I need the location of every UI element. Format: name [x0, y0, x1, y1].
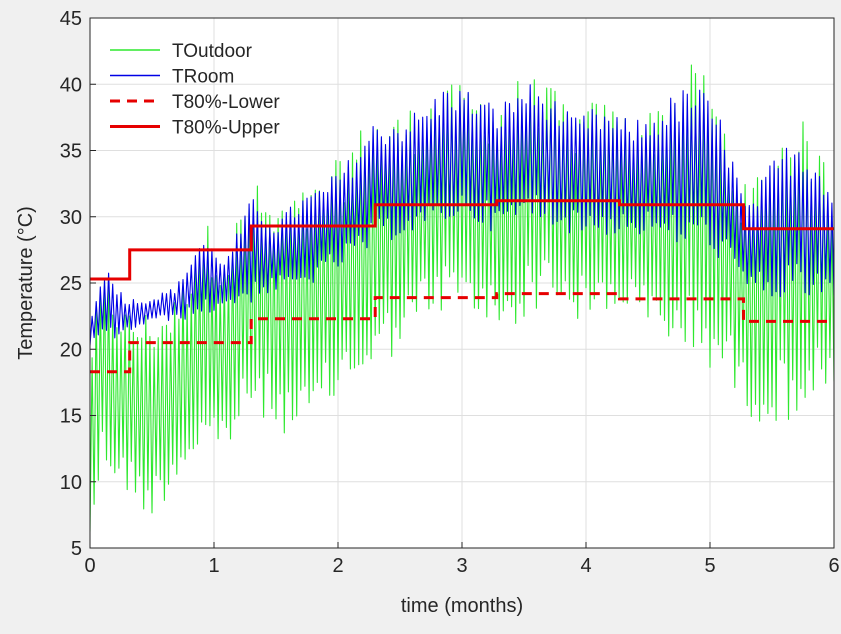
y-tick-label: 35 [60, 141, 82, 163]
series-line-t80-lower [90, 292, 834, 374]
series-line-t80-upper [90, 199, 834, 281]
y-tick-label: 25 [60, 273, 82, 295]
x-tick-label: 2 [332, 555, 343, 577]
legend: TOutdoor TRoom T80%-Lower T80%-Upper [110, 41, 280, 139]
legend-label: TOutdoor [172, 41, 253, 62]
series-layer [90, 64, 834, 532]
x-tick-label: 6 [828, 555, 839, 577]
y-tick-label: 5 [71, 538, 82, 560]
series-line-troom [90, 84, 834, 346]
series-line-toutdoor [90, 64, 834, 532]
x-tick-label: 1 [208, 555, 219, 577]
x-axis-label: time (months) [401, 595, 523, 617]
y-tick-label: 10 [60, 472, 82, 494]
x-tick-label: 5 [704, 555, 715, 577]
y-tick-label: 15 [60, 406, 82, 428]
y-tick-label: 40 [60, 74, 82, 96]
x-tick-label: 3 [456, 555, 467, 577]
y-tick-label: 45 [60, 8, 82, 30]
legend-label: T80%-Upper [172, 118, 280, 139]
y-tick-label: 30 [60, 207, 82, 229]
legend-label: TRoom [172, 67, 234, 88]
legend-label: T80%-Lower [172, 92, 280, 113]
x-tick-label: 4 [580, 555, 591, 577]
x-tick-label: 0 [84, 555, 95, 577]
y-tick-label: 20 [60, 339, 82, 361]
y-axis-label: Temperature (°C) [15, 206, 37, 360]
